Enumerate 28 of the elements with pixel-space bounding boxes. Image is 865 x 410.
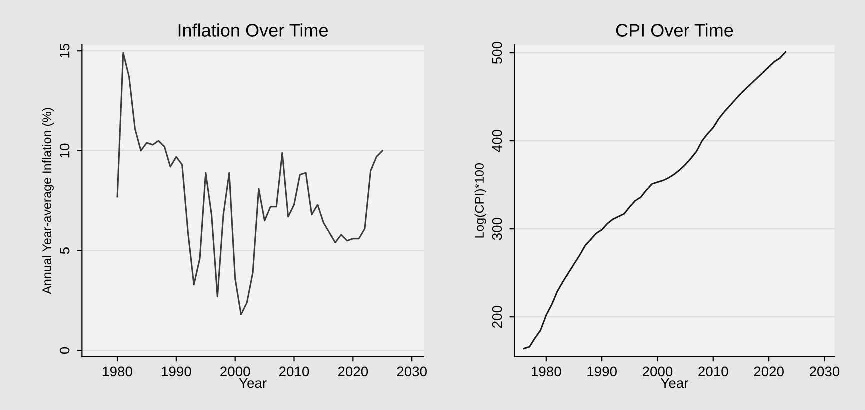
y-axis-title: Annual Year-average Inflation (%) — [42, 108, 54, 294]
y-tick-label: 300 — [492, 218, 502, 240]
chart-title: Inflation Over Time — [178, 24, 328, 37]
chart-title: CPI Over Time — [616, 24, 734, 37]
y-tick-label: 0 — [60, 347, 70, 354]
line-series — [523, 51, 787, 350]
x-axis-title: Year — [239, 378, 267, 388]
x-tick-label: 2010 — [280, 366, 310, 377]
y-tick-label: 15 — [60, 44, 70, 58]
x-tick-label: 2010 — [698, 366, 728, 377]
x-tick-label: 2000 — [642, 366, 673, 377]
y-tick-label: 10 — [60, 144, 70, 158]
y-tick-label: 400 — [492, 130, 502, 152]
y-tick-label: 500 — [492, 42, 502, 64]
x-tick-label: 1990 — [162, 366, 192, 377]
x-tick-label: 2030 — [397, 366, 427, 377]
x-tick-label: 2020 — [338, 366, 368, 377]
y-axis-title: Log(CPI)*100 — [474, 164, 486, 238]
y-tick-label: 5 — [60, 248, 70, 254]
x-tick-label: 1980 — [103, 366, 132, 377]
x-tick-label: 2000 — [220, 366, 250, 377]
line-series — [116, 52, 384, 316]
x-tick-label: 2030 — [810, 366, 840, 377]
x-tick-label: 1980 — [532, 366, 562, 377]
x-tick-label: 1990 — [588, 366, 617, 377]
y-tick-label: 200 — [492, 306, 502, 328]
x-tick-label: 2020 — [754, 366, 784, 377]
x-axis-title: Year — [660, 378, 689, 388]
